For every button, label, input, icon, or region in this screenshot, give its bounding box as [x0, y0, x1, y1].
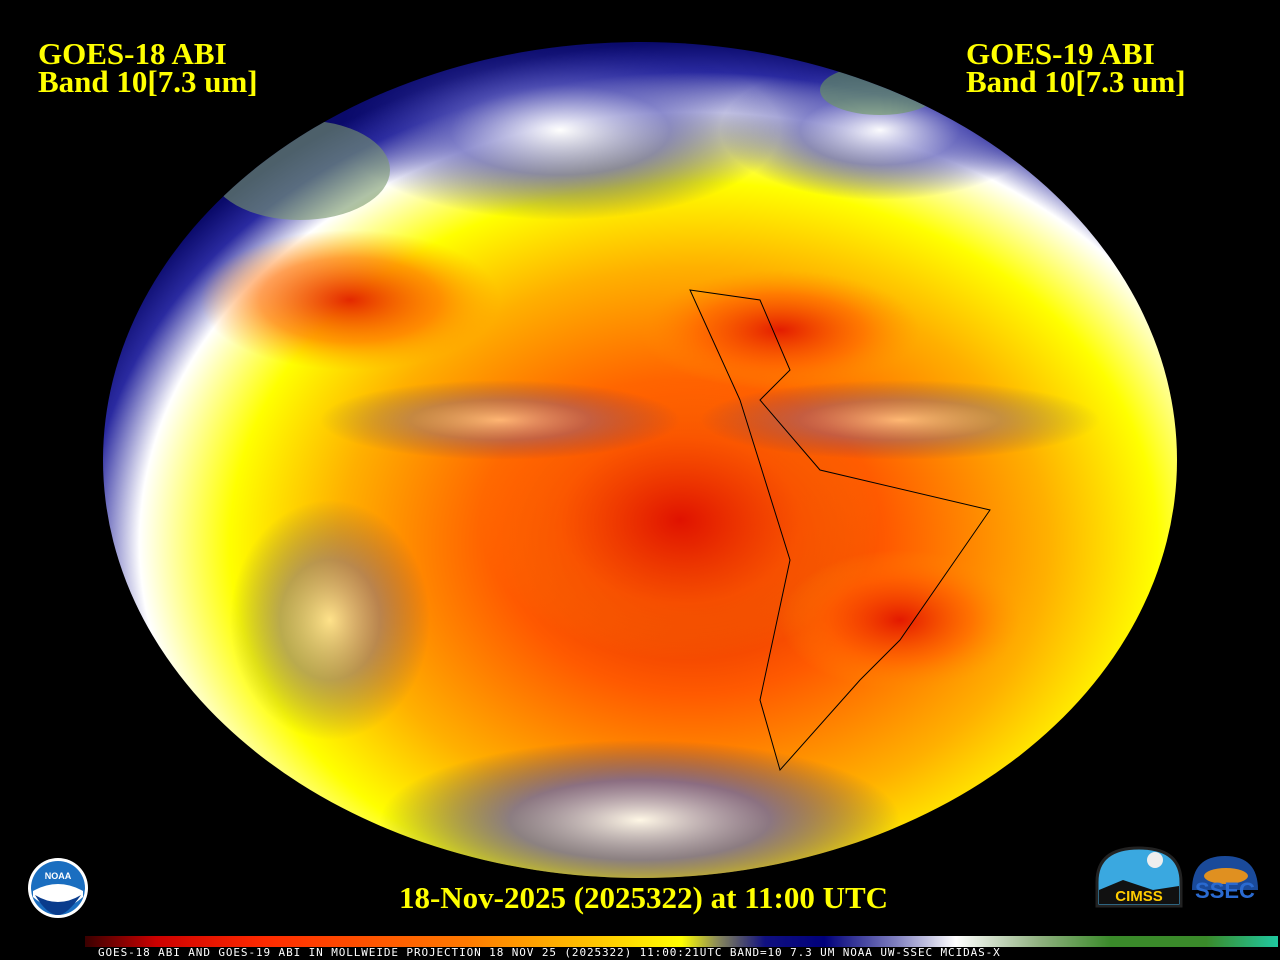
left-satellite-name: GOES-18 ABI [38, 36, 227, 71]
right-satellite-name: GOES-19 ABI [966, 36, 1155, 71]
colorbar [85, 936, 1278, 947]
left-satellite-label: GOES-18 ABI Band 10[7.3 um] [38, 36, 258, 99]
svg-text:NOAA: NOAA [45, 871, 72, 881]
ssec-logo: SSEC [1192, 856, 1258, 903]
svg-text:CIMSS: CIMSS [1115, 888, 1163, 905]
footer-caption: GOES-18 ABI AND GOES-19 ABI IN MOLLWEIDE… [98, 946, 1001, 959]
svg-text:SSEC: SSEC [1195, 878, 1255, 903]
cimss-logo: CIMSS [1095, 846, 1183, 908]
right-satellite-label: GOES-19 ABI Band 10[7.3 um] [966, 36, 1186, 99]
left-band-name: Band 10[7.3 um] [38, 64, 258, 99]
right-band-name: Band 10[7.3 um] [966, 64, 1186, 99]
noaa-logo: NOAA [28, 858, 88, 918]
timestamp-label: 18-Nov-2025 (2025322) at 11:00 UTC [398, 880, 889, 915]
